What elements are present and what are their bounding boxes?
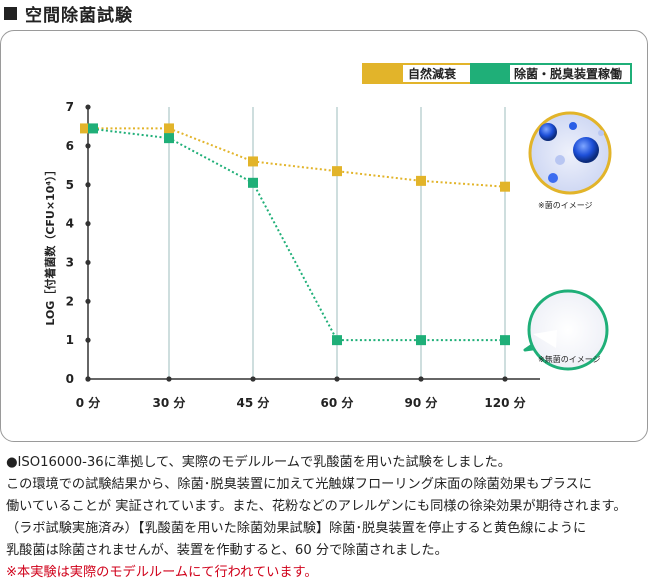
y-tick-dot bbox=[85, 182, 91, 188]
x-tick-labels: 0 分 30 分 45 分 60 分 90 分 120 分 bbox=[76, 395, 526, 410]
y-axis-label: LOG［付着菌数（CFU×10⁴）］ bbox=[43, 164, 57, 325]
marker-s0-p1 bbox=[164, 123, 174, 134]
y-tick-dot bbox=[85, 298, 91, 304]
x-tick-dot bbox=[250, 376, 256, 382]
y-tick-label: 6 bbox=[66, 139, 74, 153]
y-tick-dot bbox=[85, 221, 91, 227]
marker-s0-p3 bbox=[332, 166, 342, 177]
chart-axes bbox=[85, 104, 540, 382]
x-tick-dot bbox=[418, 376, 424, 382]
marker-s1-p5 bbox=[500, 335, 510, 346]
note-line-3: 働いていることが 実証されています。また、花粉などのアレルゲンにも同様の徐染効果… bbox=[6, 499, 627, 514]
series-lines bbox=[87, 127, 506, 342]
marker-s0-p0 bbox=[80, 123, 90, 134]
x-tick-label: 90 分 bbox=[405, 395, 438, 410]
marker-s1-p0 bbox=[88, 123, 98, 134]
x-tick-label: 0 分 bbox=[76, 395, 101, 410]
legend-label-device: 除菌・脱臭装置稼働 bbox=[514, 66, 622, 81]
y-tick-label: 7 bbox=[66, 100, 74, 114]
legend-label-bg-device bbox=[510, 65, 630, 82]
legend-label-natural: 自然減衰 bbox=[408, 66, 457, 81]
x-tick-label: 45 分 bbox=[237, 395, 270, 410]
chart-panel bbox=[0, 30, 648, 442]
chart-gridlines bbox=[168, 107, 506, 379]
y-tick-label: 2 bbox=[66, 294, 74, 308]
note-line-1: ●ISO16000-36に準拠して、実際のモデルルームで乳酸菌を用いた試験をしま… bbox=[6, 455, 511, 470]
chart-legend: 自然減衰 除菌・脱臭装置稼働 bbox=[362, 63, 632, 84]
x-tick-dot bbox=[166, 376, 172, 382]
y-tick-label: 0 bbox=[66, 372, 74, 386]
note-line-4: （ラボ試験実施済み）【乳酸菌を用いた除菌効果試験】除菌･脱臭装置を停止すると黄色… bbox=[6, 521, 587, 536]
marker-s0-p2 bbox=[248, 156, 258, 167]
clean-image-caption: ※無菌のイメージ bbox=[538, 354, 601, 364]
x-tick-label: 30 分 bbox=[153, 395, 186, 410]
bacteria-image bbox=[528, 111, 612, 195]
note-line-6: ※本実験は実際のモデルルームにて行われています。 bbox=[6, 565, 318, 580]
clean-image bbox=[523, 289, 609, 371]
y-tick-label: 3 bbox=[66, 255, 74, 269]
bacteria-image-caption: ※菌のイメージ bbox=[538, 200, 593, 210]
y-tick-label: 4 bbox=[66, 217, 74, 231]
marker-s1-p4 bbox=[416, 335, 426, 346]
marker-s1-p1 bbox=[164, 133, 174, 144]
bacteria-chart: 自然減衰 除菌・脱臭装置稼働 0 1 2 3 4 5 6 7 0 分 30 分 45 分 60 分 9… bbox=[43, 63, 632, 410]
x-tick-dot bbox=[334, 376, 340, 382]
y-tick-dot bbox=[85, 104, 91, 110]
y-tick-label: 5 bbox=[66, 178, 74, 192]
series-line-0 bbox=[88, 127, 506, 188]
x-tick-label: 60 分 bbox=[321, 395, 354, 410]
x-tick-dot bbox=[85, 376, 91, 382]
series-markers bbox=[80, 123, 510, 346]
note-line-5: 乳酸菌は除菌されませんが、装置を作動すると、60 分で除菌されました。 bbox=[6, 543, 448, 558]
heading-title: 空間除菌試験 bbox=[25, 5, 133, 26]
y-tick-label: 1 bbox=[66, 333, 74, 347]
marker-s1-p2 bbox=[248, 177, 258, 188]
x-tick-dot bbox=[502, 376, 508, 382]
note-line-2: この環境での試験結果から、除菌･脱臭装置に加えて光触媒フローリング床面の除菌効果… bbox=[6, 477, 592, 492]
y-tick-dot bbox=[85, 337, 91, 343]
heading-square-icon bbox=[4, 6, 17, 20]
marker-s0-p5 bbox=[500, 181, 510, 192]
y-tick-dot bbox=[85, 259, 91, 266]
notes-block: ●ISO16000-36に準拠して、実際のモデルルームで乳酸菌を用いた試験をしま… bbox=[6, 452, 648, 584]
marker-s1-p3 bbox=[332, 335, 342, 346]
y-tick-labels: 0 1 2 3 4 5 6 7 bbox=[66, 100, 74, 386]
section-heading: 空間除菌試験 bbox=[4, 2, 133, 26]
x-tick-label: 120 分 bbox=[484, 395, 525, 410]
series-line-1 bbox=[87, 127, 505, 342]
marker-s0-p4 bbox=[416, 175, 426, 186]
y-tick-dot bbox=[85, 143, 91, 149]
